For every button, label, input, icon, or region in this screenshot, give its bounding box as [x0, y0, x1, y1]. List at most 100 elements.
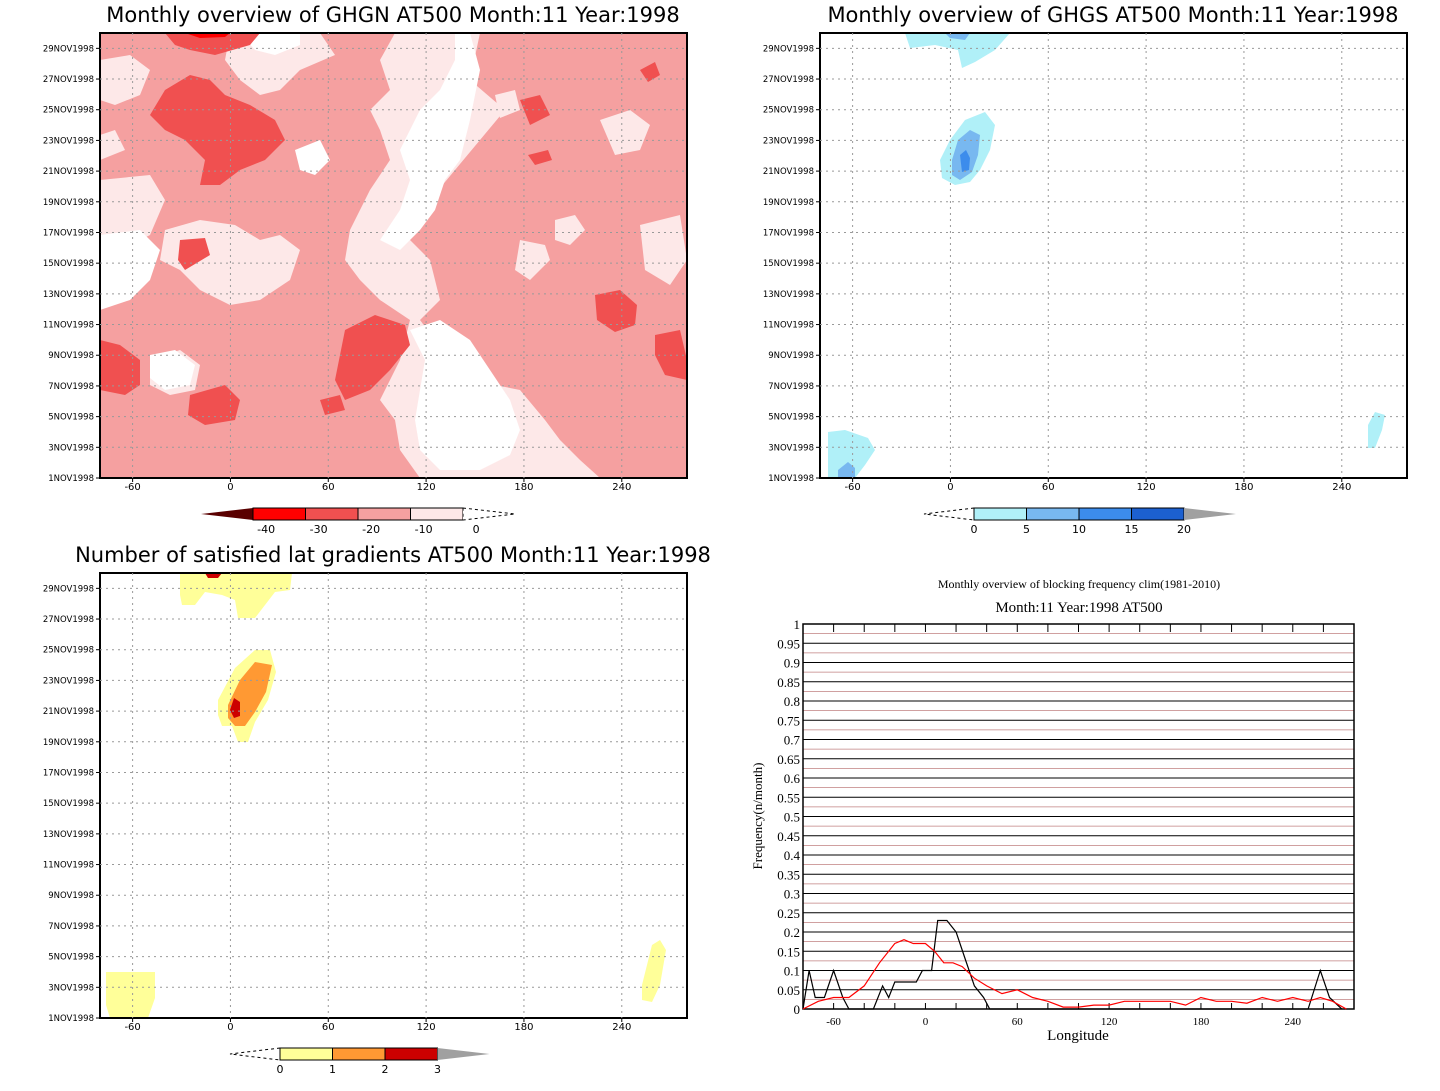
ghgs-field: [820, 33, 1407, 478]
x-tick-label: 240: [1332, 482, 1351, 493]
series-line-red: [802, 939, 1347, 1010]
gradients-title: Number of satisfied lat gradients AT500 …: [75, 543, 711, 567]
x-tick-label: -60: [826, 1016, 841, 1028]
x-tick-label: 120: [1101, 1016, 1118, 1028]
y-tick-label: 13NOV1998: [763, 290, 814, 300]
y-tick-label: 1NOV1998: [768, 474, 814, 484]
gradients-y-axis: 1NOV1998 3NOV1998 5NOV1998 7NOV1998 9NOV1998…: [43, 584, 100, 1024]
y-tick-label: 25NOV1998: [43, 106, 94, 116]
ghgn-x-axis: -60 0 60 120 180 240: [124, 478, 631, 493]
x-tick-label: 120: [417, 1022, 436, 1033]
y-tick-label: 25NOV1998: [43, 646, 94, 656]
y-tick-label: 11NOV1998: [763, 321, 814, 331]
frequency-y-axis: 0 0.05 0.1 0.15 0.2 0.25 0.3 0.35 0.4 0.45 0.5 0.55…: [777, 617, 800, 1017]
colorbar-left-triangle: [229, 1047, 281, 1061]
y-tick-label: 5NOV1998: [48, 413, 94, 423]
ghgn-top-deep: [185, 33, 230, 38]
colorbar-label: 0: [971, 523, 978, 536]
x-tick-label: 0: [227, 482, 233, 493]
y-tick-label: 19NOV1998: [43, 738, 94, 748]
x-tick-label: 240: [1285, 1016, 1302, 1028]
colorbar-label: 3: [434, 1063, 441, 1076]
frequency-title: Monthly overview of blocking frequency c…: [938, 577, 1220, 591]
x-tick-label: 180: [1234, 482, 1253, 493]
gradients-field: [100, 573, 687, 1018]
gradients-panel: Number of satisfied lat gradients AT500 …: [43, 543, 711, 1076]
colorbar-segment: [279, 1047, 333, 1061]
colorbar-segment: [357, 507, 411, 521]
x-tick-label: 60: [322, 1022, 335, 1033]
ghgs-x-axis: -60 0 60 120 180 240: [844, 478, 1351, 493]
y-tick-label: 0.65: [777, 752, 800, 767]
x-tick-label: 240: [612, 1022, 631, 1033]
colorbar-left-triangle: [923, 507, 975, 521]
y-tick-label: 9NOV1998: [48, 891, 94, 901]
colorbar-segment: [1131, 507, 1185, 521]
colorbar-label: -30: [310, 523, 328, 536]
colorbar-left-triangle: [201, 508, 253, 520]
y-tick-label: 0.15: [777, 944, 800, 959]
ghgs-deep-region: [960, 150, 970, 172]
y-tick-label: 27NOV1998: [763, 75, 814, 85]
colorbar-segment: [410, 507, 464, 521]
y-tick-label: 0.5: [784, 810, 800, 825]
frequency-subtitle: Month:11 Year:1998 AT500: [995, 600, 1162, 616]
ghgs-panel: Monthly overview of GHGS AT500 Month:11 …: [763, 3, 1408, 536]
ghgn-dark-region: [100, 33, 687, 425]
y-tick-label: 1: [794, 617, 801, 632]
y-tick-label: 3NOV1998: [48, 443, 94, 453]
frequency-hlines: [803, 623, 1354, 1010]
y-tick-label: 17NOV1998: [43, 228, 94, 238]
y-tick-label: 23NOV1998: [43, 136, 94, 146]
y-tick-label: 17NOV1998: [43, 768, 94, 778]
y-tick-label: 27NOV1998: [43, 75, 94, 85]
frequency-panel: Monthly overview of blocking frequency c…: [750, 577, 1355, 1044]
y-tick-label: 15NOV1998: [43, 799, 94, 809]
x-tick-label: 60: [322, 482, 335, 493]
y-tick-label: 0.95: [777, 636, 800, 651]
colorbar-label: 0: [277, 1063, 284, 1076]
colorbar-label: -40: [257, 523, 275, 536]
y-tick-label: 11NOV1998: [43, 321, 94, 331]
y-tick-label: 5NOV1998: [48, 953, 94, 963]
y-tick-label: 11NOV1998: [43, 861, 94, 871]
x-tick-label: -60: [124, 1022, 140, 1033]
frequency-series: [802, 919, 1347, 1010]
y-tick-label: 13NOV1998: [43, 290, 94, 300]
y-tick-label: 0.4: [784, 848, 801, 863]
ghgs-y-axis: 1NOV1998 3NOV1998 5NOV1998 7NOV1998 9NOV1998…: [763, 44, 820, 484]
colorbar-right-triangle: [462, 507, 516, 521]
y-tick-label: 0.35: [777, 867, 800, 882]
y-tick-label: 21NOV1998: [43, 707, 94, 717]
y-tick-label: 29NOV1998: [43, 584, 94, 594]
y-tick-label: 0.6: [784, 771, 801, 786]
y-tick-label: 23NOV1998: [763, 136, 814, 146]
y-tick-label: 0.05: [777, 983, 800, 998]
colorbar-label: 5: [1023, 523, 1030, 536]
colorbar-label: 2: [382, 1063, 389, 1076]
x-tick-label: 60: [1042, 482, 1055, 493]
ghgn-light-region: [100, 33, 687, 478]
series-line-black: [802, 919, 1343, 1010]
y-tick-label: 1NOV1998: [48, 1014, 94, 1024]
gradients-colorbar: 0 1 2 3: [229, 1047, 490, 1076]
y-tick-label: 0.85: [777, 675, 800, 690]
x-tick-label: 0: [923, 1016, 929, 1028]
x-tick-label: 60: [1012, 1016, 1024, 1028]
y-tick-label: 19NOV1998: [763, 198, 814, 208]
y-tick-label: 13NOV1998: [43, 830, 94, 840]
colorbar-segment: [384, 1047, 438, 1061]
x-tick-label: 120: [417, 482, 436, 493]
x-tick-label: 0: [227, 1022, 233, 1033]
ghgn-y-axis: 1NOV1998 3NOV1998 5NOV1998 7NOV1998 9NOV1998…: [43, 44, 100, 484]
colorbar-label: 20: [1177, 523, 1191, 536]
y-tick-label: 0.25: [777, 906, 800, 921]
y-tick-label: 0.75: [777, 713, 800, 728]
y-tick-label: 29NOV1998: [763, 44, 814, 54]
ghgn-white-region: [100, 33, 520, 470]
ghgn-frame: [99, 32, 688, 479]
ghgs-title: Monthly overview of GHGS AT500 Month:11 …: [827, 3, 1398, 27]
y-tick-label: 23NOV1998: [43, 676, 94, 686]
ghgn-colorbar: -40 -30 -20 -10 0: [201, 507, 516, 536]
